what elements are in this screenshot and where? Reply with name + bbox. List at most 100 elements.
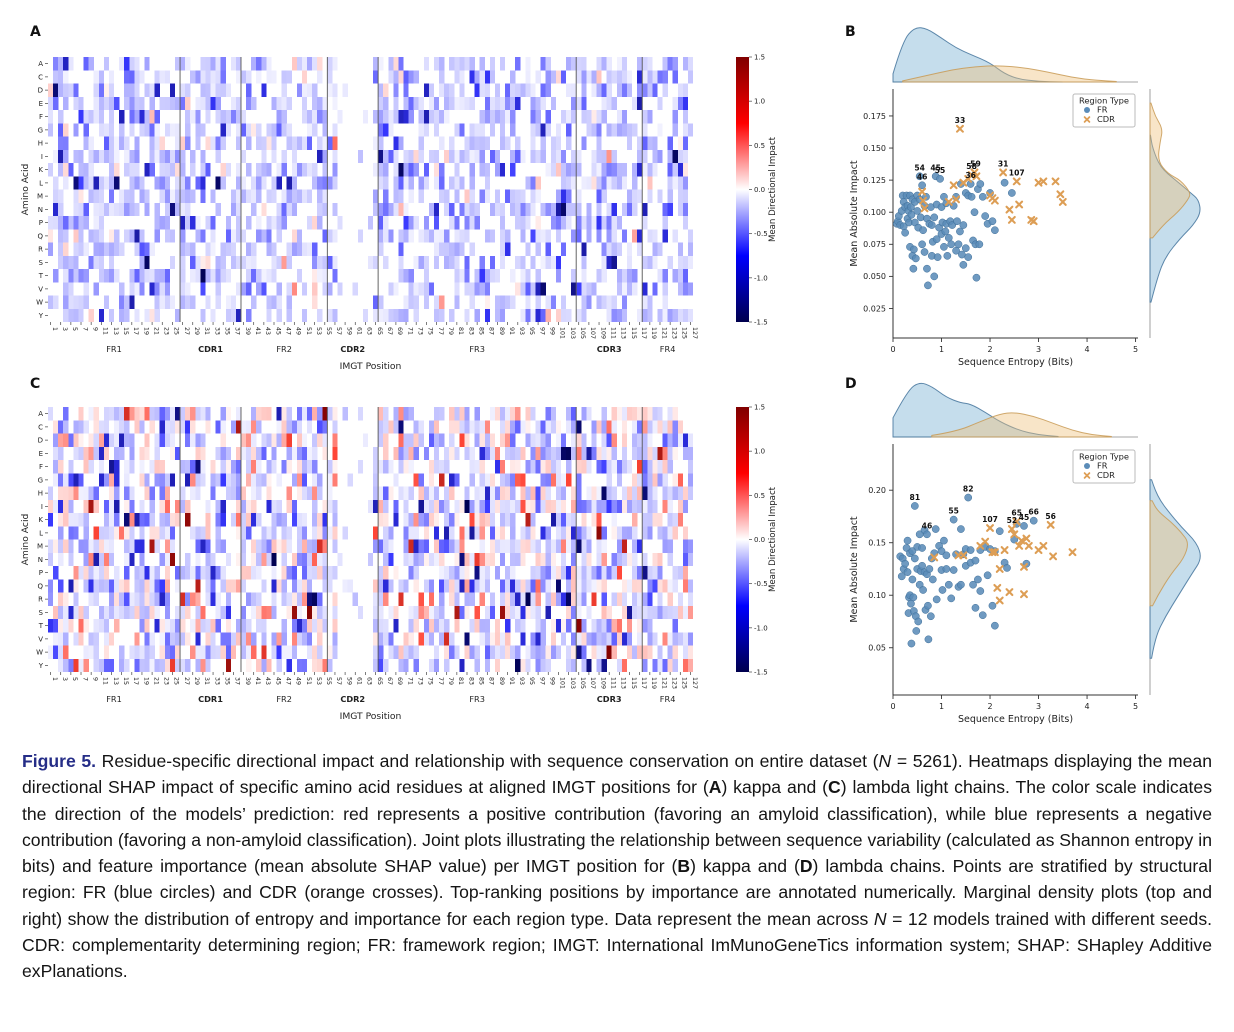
heatmap-cell (332, 526, 338, 540)
heatmap-cell (200, 282, 206, 296)
heatmap-cell (103, 433, 110, 447)
imgt-position-tick-label: 63 (366, 327, 373, 335)
heatmap-cell (98, 579, 105, 593)
heatmap-cell (687, 255, 694, 270)
heatmap-cell (327, 658, 333, 673)
heatmap-cell (642, 460, 648, 474)
heatmap-cell (637, 70, 643, 84)
heatmap-cell (180, 242, 186, 256)
heatmap-cell (555, 269, 562, 283)
heatmap-cell (423, 163, 430, 177)
heatmap-cell (149, 282, 155, 296)
heatmap-cell (682, 96, 689, 111)
fr-point (940, 243, 948, 251)
heatmap-cell (291, 632, 298, 646)
heatmap-cell (210, 57, 216, 71)
heatmap-cell (581, 57, 587, 71)
imgt-position-tick-label: 37 (234, 327, 241, 335)
heatmap-cell (566, 579, 572, 593)
heatmap-cell (180, 282, 186, 296)
heatmap-cell (291, 566, 298, 580)
heatmap-cell (530, 96, 536, 111)
heatmap-cell (408, 189, 414, 203)
heatmap-cell (581, 499, 587, 514)
heatmap-cell (200, 70, 206, 84)
heatmap-cell (439, 163, 445, 177)
heatmap-cell (251, 57, 257, 71)
heatmap-cell (535, 619, 541, 633)
heatmap-cell (413, 552, 419, 567)
heatmap-cell (535, 658, 541, 673)
heatmap-cell (601, 433, 607, 447)
heatmap-cell (261, 433, 267, 447)
heatmap-cell (444, 149, 450, 164)
amino-acid-tick-label: R (38, 246, 43, 254)
heatmap-cell (667, 592, 673, 606)
heatmap-cell (144, 242, 150, 256)
heatmap-grid (48, 57, 694, 323)
heatmap-cell (124, 189, 130, 203)
heatmap-cell (596, 566, 602, 580)
heatmap-cell (103, 407, 110, 421)
heatmap-cell (230, 645, 237, 659)
heatmap-cell (408, 163, 414, 177)
heatmap-cell (601, 579, 607, 593)
heatmap-cell (312, 216, 318, 230)
heatmap-cell (205, 407, 211, 421)
heatmap-cell (560, 499, 567, 514)
heatmap-cell (63, 282, 69, 296)
heatmap-cell (149, 136, 155, 150)
amino-acid-tick-label: Y (38, 662, 44, 670)
heatmap-cell (444, 632, 450, 646)
heatmap-cell (190, 149, 196, 164)
cdr-point (1020, 562, 1028, 571)
heatmap-cell (647, 592, 653, 606)
heatmap-cell (413, 539, 419, 553)
heatmap-cell (428, 632, 435, 646)
heatmap-cell (423, 632, 430, 646)
heatmap-cell (174, 658, 181, 673)
heatmap-cell (535, 539, 541, 553)
heatmap-cell (494, 446, 501, 461)
heatmap-cell (550, 645, 557, 659)
heatmap-cell (439, 592, 445, 606)
heatmap-cell (215, 499, 221, 514)
heatmap-cell (408, 460, 414, 474)
heatmap-cell (418, 632, 424, 646)
heatmap-cell (657, 460, 663, 474)
heatmap-cell (134, 269, 140, 283)
heatmap-cell (235, 282, 242, 296)
imgt-position-tick-label: 85 (477, 677, 484, 685)
heatmap-cell (423, 446, 430, 461)
heatmap-cell (93, 149, 99, 164)
heatmap-cell (667, 407, 673, 421)
heatmap-cell (190, 592, 196, 606)
heatmap-cell (134, 658, 140, 673)
heatmap-cell (246, 255, 252, 270)
heatmap-cell (332, 433, 338, 447)
heatmap-cell (621, 605, 628, 620)
heatmap-cell (525, 526, 531, 540)
heatmap-cell (550, 513, 557, 527)
heatmap-cell (454, 446, 460, 461)
heatmap-cell (454, 70, 460, 84)
heatmap-cell (48, 592, 54, 606)
heatmap-cell (560, 486, 567, 500)
heatmap-cell (108, 189, 115, 203)
heatmap-cell (540, 566, 546, 580)
amino-acid-tick-label: A (38, 60, 43, 68)
fr-point (918, 544, 926, 552)
heatmap-cell (240, 499, 247, 514)
heatmap-cell (301, 83, 308, 97)
heatmap-cell (266, 189, 272, 203)
heatmap-cell (652, 486, 658, 500)
heatmap-cell (261, 446, 267, 461)
heatmap-cell (246, 526, 252, 540)
heatmap-cell (139, 123, 145, 137)
heatmap-cell (68, 499, 74, 514)
heatmap-cell (159, 513, 165, 527)
heatmap-cell (63, 605, 69, 620)
heatmap-cell (124, 513, 130, 527)
heatmap-cell (439, 229, 445, 243)
heatmap-cell (439, 176, 445, 190)
